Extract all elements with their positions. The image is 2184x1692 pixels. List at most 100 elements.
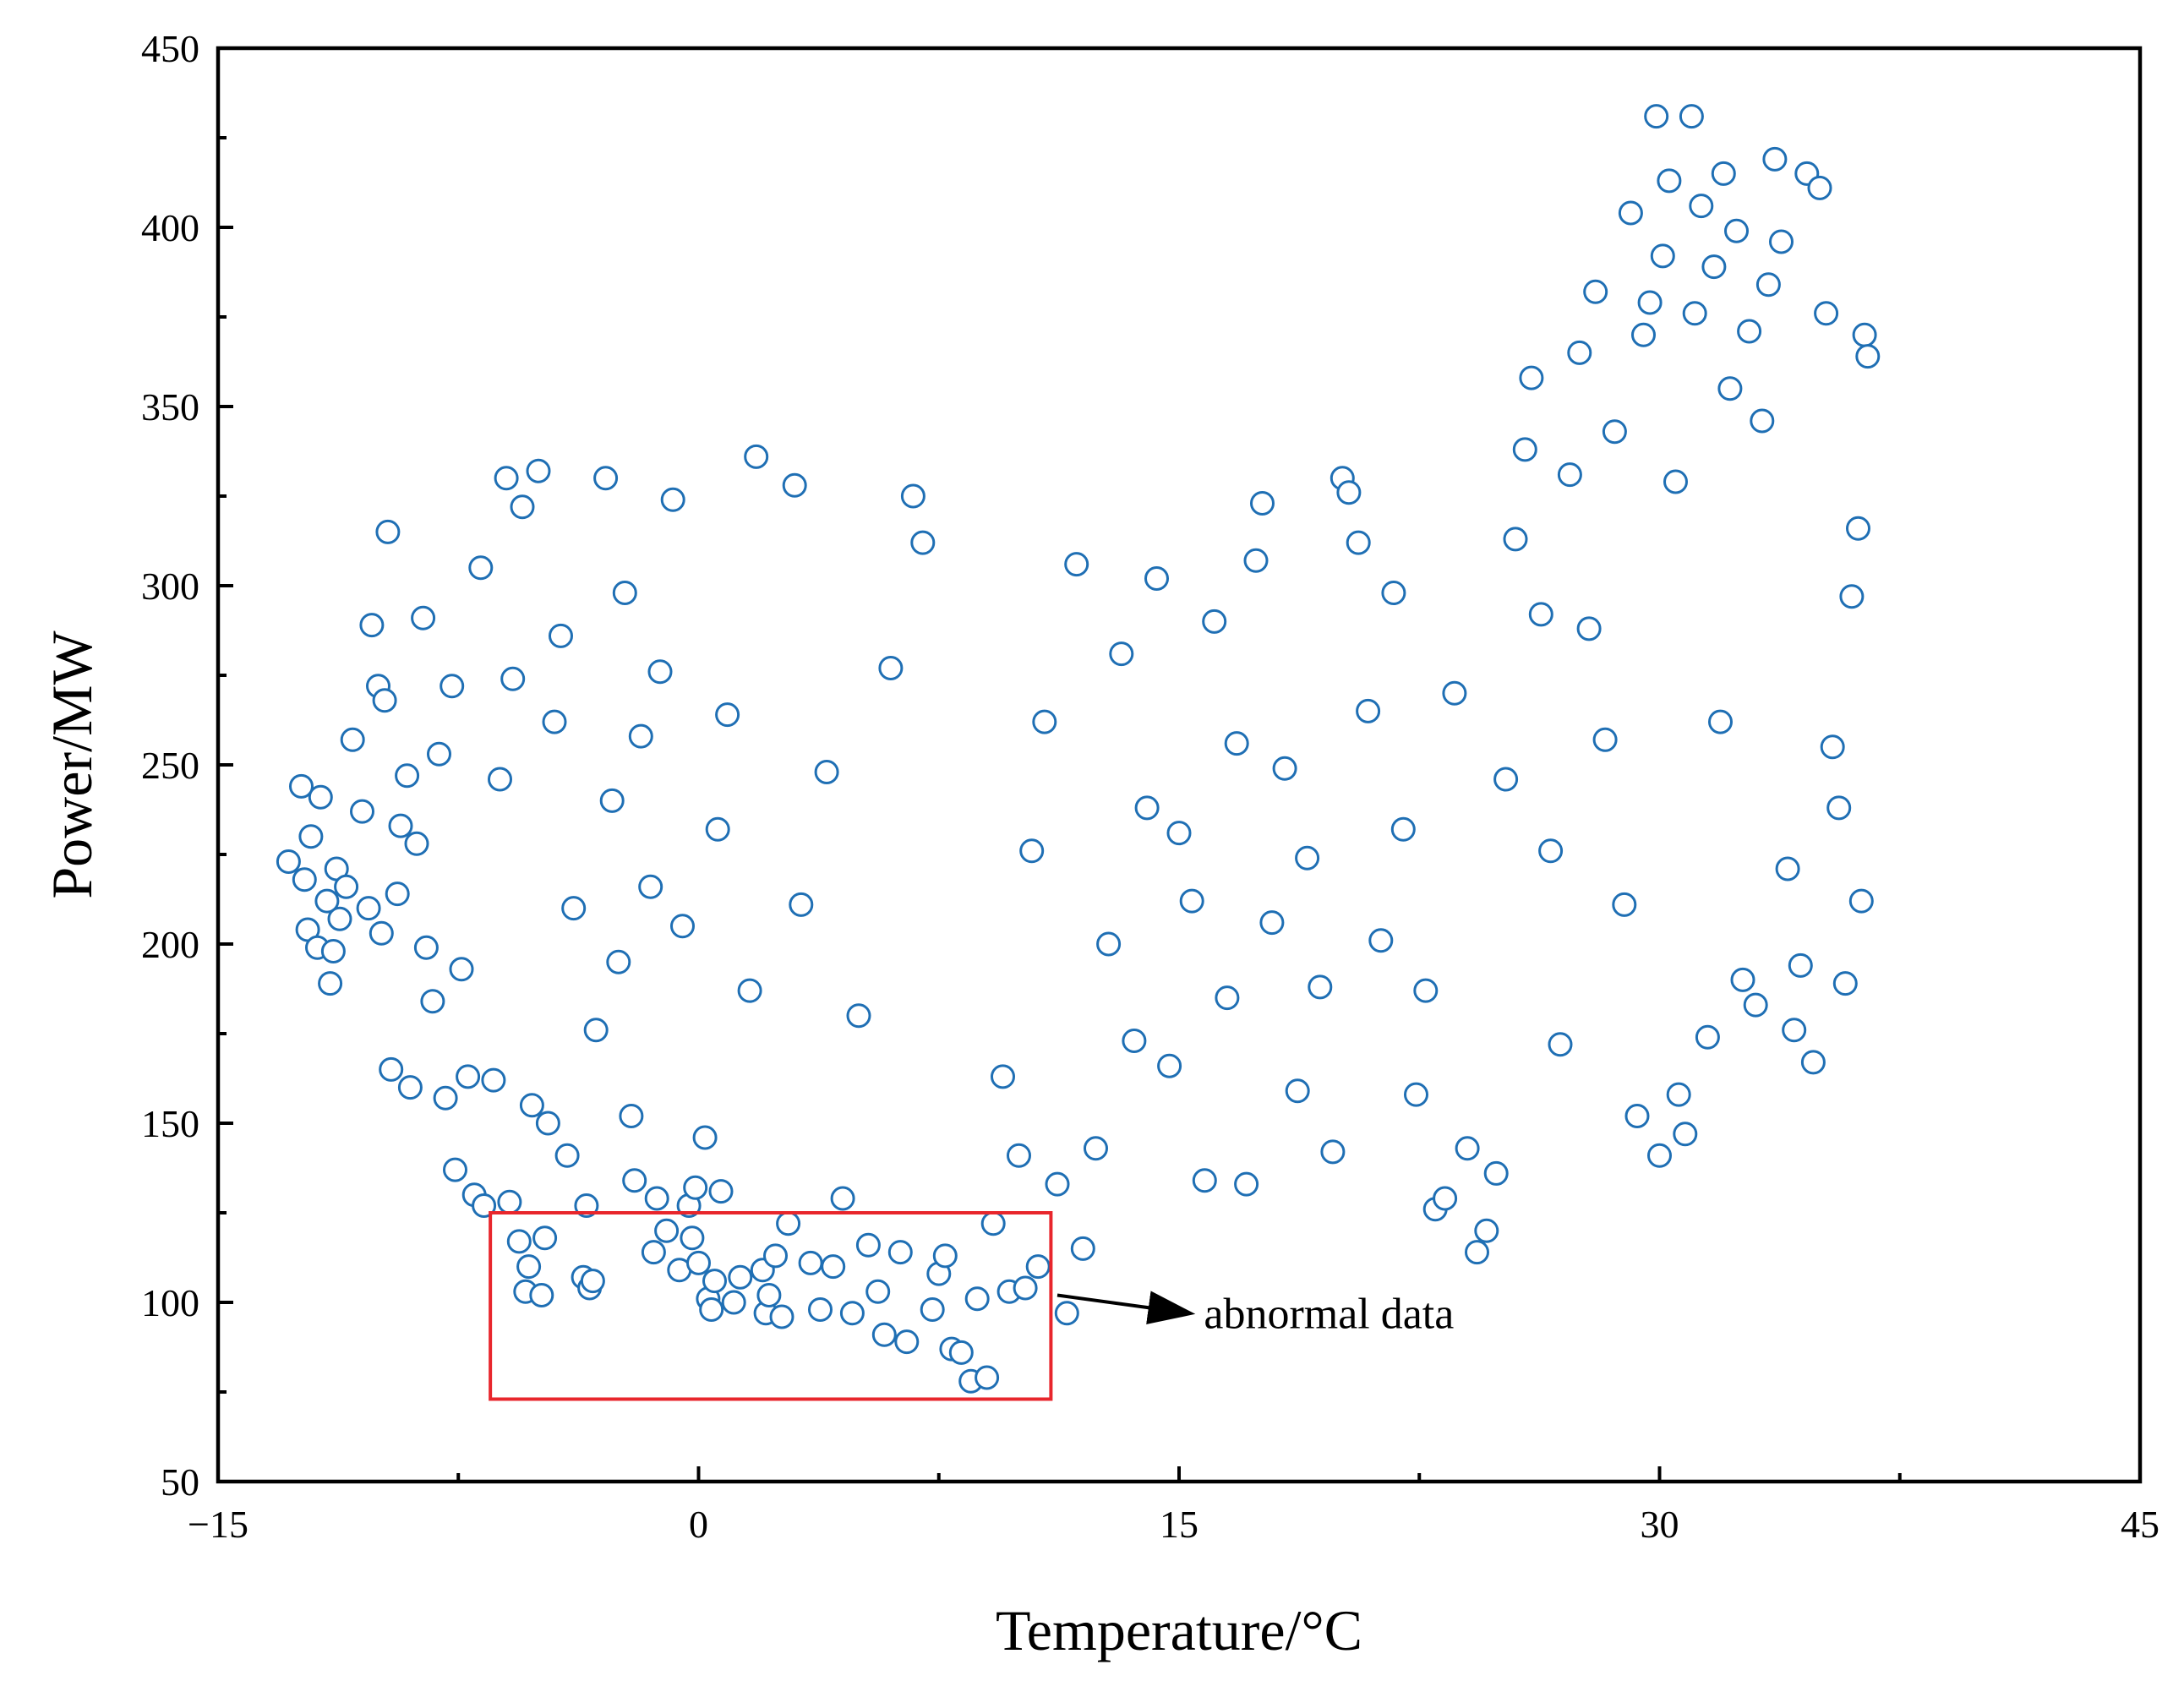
data-point (395, 763, 420, 789)
data-point (314, 888, 340, 914)
data-point (910, 530, 936, 555)
data-point (782, 472, 807, 498)
data-point (628, 723, 653, 749)
data-point (1224, 731, 1249, 756)
data-point (1234, 1171, 1259, 1197)
data-point (670, 914, 695, 939)
y-tick-label: 100 (141, 1281, 199, 1324)
data-point (334, 874, 359, 899)
data-point (1538, 838, 1564, 864)
data-point (692, 1125, 718, 1150)
data-point (1528, 602, 1553, 627)
data-point (1381, 581, 1406, 605)
data-point (1644, 104, 1669, 129)
data-point (1807, 175, 1832, 200)
data-point (1413, 978, 1439, 1003)
data-point (1631, 322, 1656, 347)
data-point (871, 1322, 897, 1347)
data-point (1775, 856, 1800, 881)
data-point (1045, 1171, 1070, 1197)
data-point (647, 659, 673, 685)
data-point (276, 849, 301, 874)
data-point (1701, 254, 1727, 280)
data-point (1743, 992, 1768, 1018)
data-point (1855, 344, 1881, 369)
data-point (1166, 821, 1192, 846)
data-point (1679, 104, 1704, 129)
data-point (1465, 1240, 1489, 1265)
data-point (1474, 1218, 1499, 1243)
data-point (1750, 408, 1775, 434)
data-point (404, 831, 429, 856)
data-point (1663, 469, 1688, 494)
data-point (1455, 1136, 1480, 1161)
data-point (798, 1250, 823, 1275)
y-tick-label: 200 (141, 923, 199, 966)
data-point (932, 1243, 958, 1269)
data-point (488, 767, 512, 792)
data-point (1592, 727, 1618, 752)
data-point (308, 784, 333, 810)
data-point (1826, 795, 1852, 821)
data-point (433, 1085, 458, 1111)
data-point (680, 1225, 705, 1251)
data-point (821, 1254, 846, 1280)
data-point (1390, 816, 1416, 842)
data-point (744, 444, 769, 469)
data-point (1054, 1301, 1079, 1326)
data-point (356, 896, 381, 921)
data-point (1682, 301, 1707, 326)
plot-frame (216, 46, 2143, 1484)
data-point (900, 483, 925, 509)
data-point (1272, 756, 1297, 781)
data-point (702, 1269, 727, 1294)
data-point (535, 1111, 560, 1136)
data-point (1814, 301, 1839, 326)
data-point (1503, 527, 1528, 552)
data-point (369, 920, 394, 946)
data-point (318, 971, 343, 996)
y-axis-title: Power/MW (40, 630, 104, 899)
data-point (920, 1297, 945, 1322)
data-point (1025, 1254, 1051, 1280)
data-point (894, 1329, 920, 1355)
x-tick-label: −15 (188, 1503, 248, 1546)
data-point (1202, 609, 1227, 634)
ticks-layer: −15 0 15 30 45 50 100 150 200 250 300 350 400 450 (141, 27, 2159, 1546)
data-point (846, 1003, 871, 1029)
annotation-label: abnormal data (1204, 1291, 1454, 1339)
data-point (1755, 272, 1781, 297)
y-tick-label: 50 (161, 1460, 199, 1504)
data-point (721, 1290, 746, 1315)
data-point (427, 741, 451, 767)
data-point (756, 1283, 782, 1307)
data-point (561, 896, 587, 921)
data-point (593, 466, 619, 491)
data-point (737, 978, 762, 1003)
data-point (763, 1243, 788, 1269)
data-point (776, 1211, 801, 1236)
data-point (1800, 1050, 1826, 1075)
data-point (612, 581, 637, 605)
data-point (1708, 709, 1733, 734)
data-point (887, 1240, 913, 1265)
data-point (1624, 1104, 1650, 1128)
data-point (1567, 340, 1592, 365)
data-point (1122, 1029, 1147, 1053)
data-point (1848, 888, 1874, 914)
data-point (964, 1286, 990, 1312)
data-point (440, 674, 465, 699)
data-point (599, 788, 625, 813)
data-point (1762, 146, 1788, 172)
data-point (1647, 1143, 1672, 1168)
data-point (1557, 462, 1582, 488)
data-point (686, 1250, 711, 1275)
data-point (1548, 1032, 1573, 1057)
data-point (715, 702, 740, 728)
data-point (468, 555, 494, 581)
data-point (975, 1365, 1000, 1390)
data-point (1308, 974, 1333, 1000)
data-point (1730, 967, 1755, 992)
data-point (494, 466, 519, 491)
